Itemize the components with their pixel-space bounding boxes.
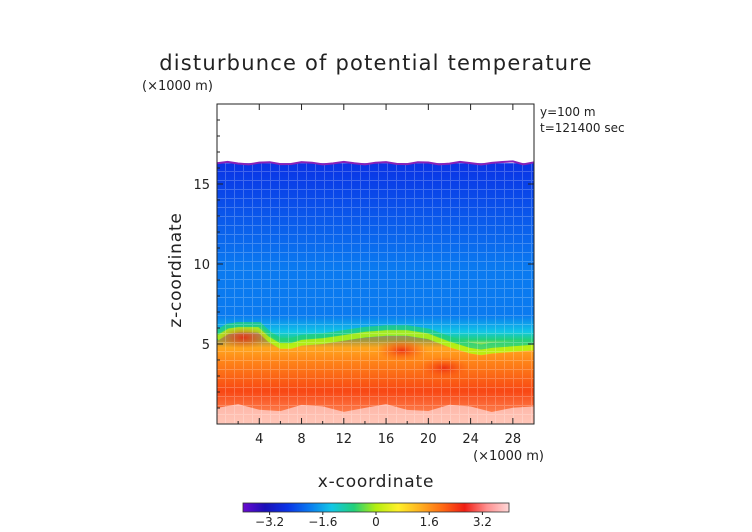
x-tick-label: 20 [420, 432, 437, 447]
plot-area [217, 104, 534, 424]
info-line-y: y=100 m [540, 105, 596, 119]
x-tick-label: 28 [505, 432, 522, 447]
field-top-edge [217, 160, 534, 166]
chart-title: disturbunce of potential temperature [159, 51, 593, 75]
colorbar-tick-label: −1.6 [308, 515, 337, 529]
x-axis-label: x-coordinate [318, 472, 434, 492]
y-tick-label: 5 [202, 338, 210, 353]
y-axis-label: z-coordinate [166, 212, 186, 327]
colorbar-tick-label: 0 [372, 515, 380, 529]
colorbar [242, 502, 510, 513]
colorbar-ticks: −3.2 −1.6 0 1.6 3.2 [255, 512, 492, 529]
y-axis-ticks: 5 10 15 [193, 119, 534, 409]
colorbar-tick-label: 1.6 [420, 515, 439, 529]
y-tick-label: 10 [193, 258, 210, 273]
x-axis-unit-note: (×1000 m) [473, 449, 544, 464]
colorbar-tick-label: 3.2 [473, 515, 492, 529]
scale-note: (×1000 m) [142, 79, 213, 94]
x-tick-label: 4 [255, 432, 263, 447]
y-tick-label: 15 [193, 178, 210, 193]
x-tick-label: 8 [297, 432, 305, 447]
x-axis-ticks: 4 8 12 16 20 24 28 [237, 104, 522, 447]
info-line-t: t=121400 sec [540, 121, 625, 135]
colorbar-tick-label: −3.2 [255, 515, 284, 529]
x-tick-label: 12 [336, 432, 353, 447]
x-tick-label: 24 [462, 432, 479, 447]
grid-texture [217, 163, 534, 424]
x-tick-label: 16 [378, 432, 395, 447]
